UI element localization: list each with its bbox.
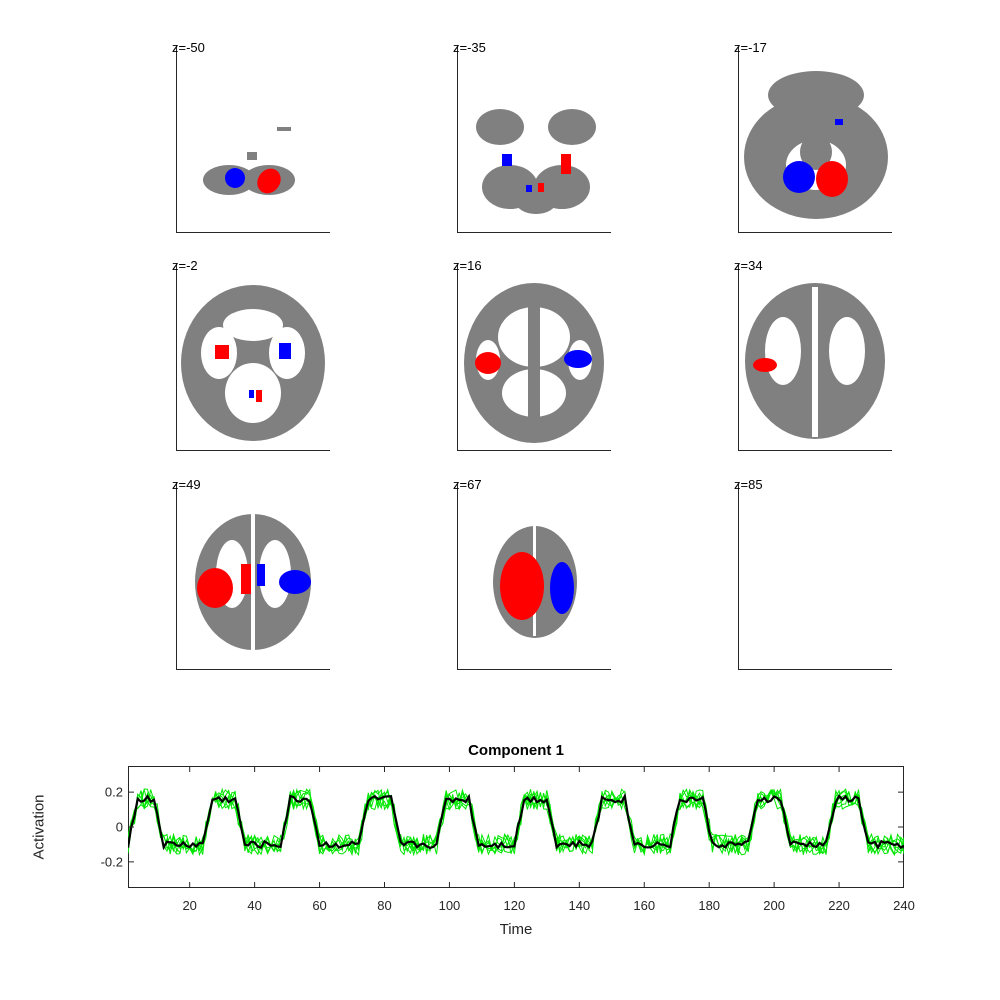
slice-axes: [738, 265, 892, 451]
white-matter: [259, 540, 291, 608]
brain-slice-image: [195, 514, 311, 650]
x-tick-label: 80: [377, 898, 392, 913]
brain-slice-image: [493, 526, 577, 638]
positive-activation-blob: [197, 568, 233, 608]
slice-axes: [457, 484, 611, 670]
positive-activation-blob: [561, 154, 571, 174]
x-tick-label: 140: [568, 898, 591, 913]
y-tick-label: -0.2: [100, 854, 123, 870]
slice-axes: [457, 47, 611, 233]
white-matter: [251, 514, 255, 650]
slice-z-label: z=34: [734, 258, 763, 273]
slice-axes: [176, 47, 330, 233]
slice-z-label: z=-35: [453, 40, 486, 55]
slice-axes: [457, 265, 611, 451]
positive-activation-blob: [475, 352, 501, 374]
slice-z-label: z=67: [453, 477, 482, 492]
x-tick-label: 180: [698, 898, 721, 913]
brain-tissue: [800, 134, 832, 170]
x-tick-label: 20: [182, 898, 197, 913]
negative-activation-blob: [564, 350, 592, 368]
negative-activation-blob: [279, 343, 291, 359]
brain-slice-image: [744, 71, 888, 219]
x-tick-label: 40: [247, 898, 262, 913]
negative-activation-blob: [783, 161, 815, 193]
brain-slice-image: [464, 283, 604, 443]
slice-z-label: z=16: [453, 258, 482, 273]
white-matter: [223, 309, 283, 341]
brain-tissue: [476, 109, 524, 145]
brain-tissue: [247, 152, 257, 160]
x-axis-label: Time: [499, 921, 533, 938]
slice-z-label: z=85: [734, 477, 763, 492]
y-tick-label: 0: [115, 819, 123, 835]
slice-axes: [738, 47, 892, 233]
white-matter: [812, 287, 818, 437]
slice-z-label: z=-17: [734, 40, 767, 55]
positive-activation-blob: [215, 345, 229, 359]
slice-axes: [738, 484, 892, 670]
x-tick-label: 100: [438, 898, 461, 913]
brain-slice-image: [181, 285, 325, 441]
x-tick-label: 200: [763, 898, 785, 913]
negative-activation-blob: [249, 390, 254, 398]
timeseries-plot: [128, 766, 904, 888]
brain-slice-image: [476, 109, 596, 214]
white-matter: [829, 317, 865, 385]
x-tick-label: 240: [893, 898, 915, 913]
negative-activation-blob: [526, 185, 532, 192]
chart-title: Component 1: [468, 742, 564, 759]
positive-activation-blob: [256, 390, 262, 402]
brain-tissue: [548, 109, 596, 145]
brain-slice-image: [739, 484, 892, 669]
x-tick-label: 220: [828, 898, 850, 913]
brain-slice-image: [203, 127, 295, 195]
x-tick-label: 60: [312, 898, 327, 913]
brain-tissue: [768, 71, 864, 119]
brain-tissue: [516, 190, 556, 214]
brain-tissue: [277, 127, 291, 131]
x-tick-label: 120: [503, 898, 526, 913]
positive-activation-blob: [241, 564, 251, 594]
brain-tissue: [528, 305, 540, 420]
mean-series-line: [128, 792, 904, 851]
slice-axes: [176, 265, 330, 451]
brain-slice-image: [745, 283, 885, 439]
slice-axes: [176, 484, 330, 670]
negative-activation-blob: [279, 570, 311, 594]
positive-activation-blob: [753, 358, 777, 372]
positive-activation-blob: [816, 161, 848, 197]
negative-activation-blob: [225, 168, 245, 188]
negative-activation-blob: [257, 564, 265, 586]
negative-activation-blob: [550, 562, 574, 614]
white-matter: [765, 317, 801, 385]
positive-activation-blob: [538, 183, 544, 192]
negative-activation-blob: [502, 154, 512, 166]
positive-activation-blob: [257, 168, 281, 194]
slice-z-label: z=-50: [172, 40, 205, 55]
x-tick-label: 160: [633, 898, 656, 913]
negative-activation-blob: [835, 119, 843, 125]
y-axis-label: Activation: [30, 794, 48, 860]
positive-activation-blob: [500, 552, 544, 620]
slice-z-label: z=49: [172, 477, 201, 492]
slice-z-label: z=-2: [172, 258, 198, 273]
y-tick-label: 0.2: [104, 784, 123, 800]
